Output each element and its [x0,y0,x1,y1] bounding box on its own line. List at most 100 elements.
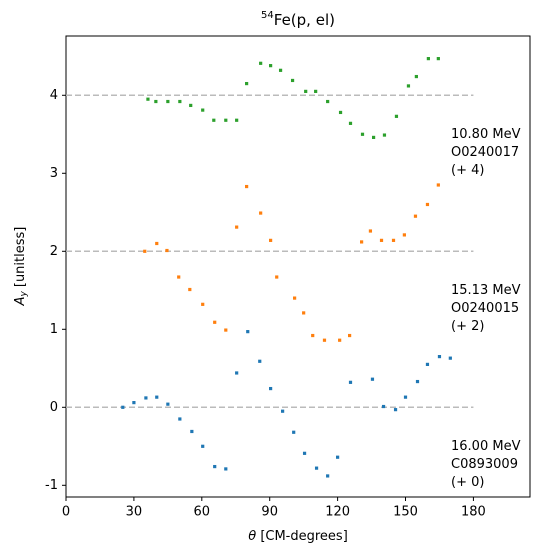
data-point [426,57,430,61]
data-point [212,118,216,122]
data-point [348,121,353,125]
y-tick-label: 2 [50,244,58,259]
data-point [348,380,353,384]
data-point [275,275,279,279]
data-point [402,233,406,237]
data-point [235,371,239,375]
data-point [425,202,430,207]
data-point [178,417,182,421]
data-point [436,183,440,187]
data-point [201,302,205,306]
data-point [293,296,297,300]
data-point [368,229,373,233]
data-point [292,430,296,434]
data-point [360,132,365,136]
data-point [393,408,398,412]
data-point [245,184,249,189]
data-point [259,61,263,65]
x-tick-label: 60 [194,505,211,520]
y-symbol: A [13,296,28,306]
series-annotation: (+ 4) [451,163,484,178]
data-point [190,429,194,434]
y-unit: [unitless] [13,227,28,288]
x-axis-label: θ [CM-degrees] [248,529,348,544]
data-point [281,409,285,413]
data-point [235,225,239,229]
series-annotation: (+ 0) [451,475,484,490]
data-point [415,379,420,384]
data-point [314,466,319,470]
data-point [166,99,170,104]
data-point [338,110,343,115]
x-tick-label: 0 [62,505,70,520]
data-point [178,99,182,104]
data-point [425,362,430,366]
data-point [322,338,327,342]
data-point [246,330,250,334]
series-annotation: (+ 2) [451,319,484,334]
data-point [360,240,364,244]
series-annotation: 16.00 MeV [451,439,521,454]
data-point [348,333,352,338]
data-point [302,451,307,455]
series-annotation: C0893009 [451,457,518,472]
data-point [326,474,330,478]
x-tick-label: 180 [461,505,486,520]
data-point [371,135,376,140]
y-tick-label: 4 [50,88,58,103]
data-point [437,354,442,359]
series-annotation: 15.13 MeV [451,283,521,298]
series-annotation: O0240017 [451,145,519,160]
data-point [146,97,150,101]
data-point [189,103,193,108]
title-main: Fe(p, el) [274,11,335,29]
x-tick-label: 150 [393,505,418,520]
title-superscript: 54 [261,10,274,21]
data-point [155,395,159,399]
y-tick-label: 0 [50,400,58,415]
data-point [311,333,315,338]
data-point [144,396,148,400]
data-point [278,68,283,72]
data-point [235,118,239,122]
data-point [201,108,205,112]
data-point [154,99,158,104]
data-point [188,287,192,292]
data-point [269,64,273,68]
data-point [302,311,306,315]
data-point [143,249,147,253]
data-point [391,238,396,242]
data-point [394,114,399,118]
data-point [382,133,387,137]
y-axis-label: Ay [unitless] [13,227,29,307]
chart-title: 54Fe(p, el) [261,10,335,29]
data-point [224,328,228,332]
x-tick-label: 90 [261,505,278,520]
data-point [132,401,136,405]
data-point [338,338,342,342]
x-symbol: θ [248,529,256,544]
data-point [165,248,169,253]
data-point [213,320,217,324]
series-annotation: 10.80 MeV [451,127,521,142]
data-point [414,74,418,79]
data-point [201,444,205,448]
data-point [304,89,308,93]
data-point [245,81,249,86]
series-annotation: O0240015 [451,301,519,316]
data-point [258,359,262,363]
plot-frame [65,35,531,498]
data-point [326,99,330,104]
y-tick-label: 3 [50,166,58,181]
data-point [314,89,318,93]
data-point [381,404,386,409]
data-point [406,84,411,88]
data-point [259,211,263,215]
y-tick-label: 1 [50,322,58,337]
data-point [224,467,228,471]
data-point [269,386,273,391]
y-subscript: y [19,290,29,297]
data-point [413,214,418,218]
